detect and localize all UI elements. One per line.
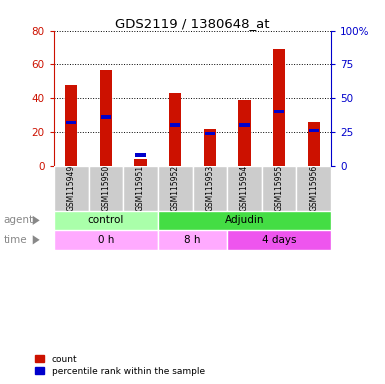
Bar xyxy=(227,166,262,210)
Bar xyxy=(274,110,284,113)
Bar xyxy=(158,210,331,230)
Text: control: control xyxy=(88,215,124,225)
Bar xyxy=(54,166,89,210)
Bar xyxy=(123,166,158,210)
Bar xyxy=(227,230,331,250)
Bar xyxy=(65,85,77,166)
Text: GSM115953: GSM115953 xyxy=(205,165,214,211)
Bar xyxy=(262,166,296,210)
Text: GSM115951: GSM115951 xyxy=(136,165,145,211)
Legend: count, percentile rank within the sample: count, percentile rank within the sample xyxy=(35,355,205,376)
Bar xyxy=(101,115,111,119)
Bar xyxy=(54,230,158,250)
Text: GSM115952: GSM115952 xyxy=(171,165,180,211)
Bar xyxy=(134,159,147,166)
Text: GSM115949: GSM115949 xyxy=(67,165,76,211)
Bar xyxy=(158,166,192,210)
Bar xyxy=(192,166,227,210)
Bar xyxy=(205,132,215,135)
Title: GDS2119 / 1380648_at: GDS2119 / 1380648_at xyxy=(115,17,270,30)
Bar xyxy=(100,70,112,166)
Bar xyxy=(136,153,146,157)
Text: 8 h: 8 h xyxy=(184,235,201,245)
Bar xyxy=(308,122,320,166)
Bar xyxy=(66,121,76,124)
Bar xyxy=(89,166,123,210)
Text: GSM115950: GSM115950 xyxy=(101,165,110,211)
Text: 0 h: 0 h xyxy=(98,235,114,245)
Text: time: time xyxy=(4,235,27,245)
Bar xyxy=(204,129,216,166)
Bar xyxy=(273,49,285,166)
Bar xyxy=(309,129,319,132)
Text: GSM115956: GSM115956 xyxy=(309,165,318,211)
Bar xyxy=(158,230,227,250)
Bar xyxy=(169,93,181,166)
Bar xyxy=(238,100,251,166)
Text: GSM115954: GSM115954 xyxy=(240,165,249,211)
Bar xyxy=(296,166,331,210)
Text: 4 days: 4 days xyxy=(262,235,296,245)
Text: agent: agent xyxy=(4,215,34,225)
Bar xyxy=(170,124,180,127)
Text: GSM115955: GSM115955 xyxy=(275,165,284,211)
Bar xyxy=(239,124,249,127)
Bar xyxy=(54,210,158,230)
Text: Adjudin: Adjudin xyxy=(225,215,264,225)
